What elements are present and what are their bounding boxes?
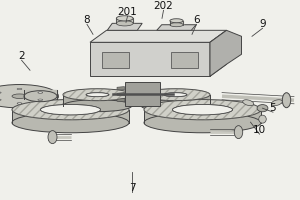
Ellipse shape <box>144 100 261 120</box>
Ellipse shape <box>170 23 183 27</box>
Ellipse shape <box>170 19 183 23</box>
Polygon shape <box>144 110 261 133</box>
Ellipse shape <box>0 85 58 108</box>
Ellipse shape <box>40 104 100 115</box>
Text: 9: 9 <box>259 19 266 29</box>
Ellipse shape <box>164 93 187 97</box>
Polygon shape <box>117 87 124 90</box>
Text: 6: 6 <box>193 15 200 25</box>
Text: 5: 5 <box>270 103 276 113</box>
Ellipse shape <box>12 113 129 133</box>
Ellipse shape <box>12 94 27 98</box>
Ellipse shape <box>243 100 254 106</box>
Ellipse shape <box>282 93 291 108</box>
Polygon shape <box>171 52 198 68</box>
Polygon shape <box>117 93 124 96</box>
Polygon shape <box>116 18 133 23</box>
Polygon shape <box>102 52 129 68</box>
Polygon shape <box>210 30 226 76</box>
Polygon shape <box>117 99 124 102</box>
Text: 7: 7 <box>129 183 135 193</box>
Polygon shape <box>141 95 210 112</box>
Ellipse shape <box>0 99 1 101</box>
Circle shape <box>257 105 268 112</box>
Polygon shape <box>24 90 57 96</box>
Text: 10: 10 <box>253 125 266 135</box>
Polygon shape <box>170 21 183 25</box>
Ellipse shape <box>164 93 187 97</box>
Ellipse shape <box>12 100 129 120</box>
Text: 201: 201 <box>118 7 137 17</box>
Polygon shape <box>90 42 210 76</box>
Ellipse shape <box>141 89 210 101</box>
Ellipse shape <box>40 104 100 115</box>
Ellipse shape <box>144 113 261 133</box>
Text: 2: 2 <box>18 51 25 61</box>
Ellipse shape <box>38 92 43 93</box>
Ellipse shape <box>116 16 133 21</box>
Polygon shape <box>107 23 142 30</box>
Polygon shape <box>210 30 242 76</box>
Ellipse shape <box>141 100 210 112</box>
Polygon shape <box>90 30 226 42</box>
Polygon shape <box>124 82 160 106</box>
Ellipse shape <box>86 93 109 97</box>
Polygon shape <box>157 25 196 30</box>
Text: 202: 202 <box>154 1 173 11</box>
Ellipse shape <box>271 100 282 106</box>
Ellipse shape <box>24 91 57 102</box>
Ellipse shape <box>234 126 243 139</box>
Ellipse shape <box>63 89 132 101</box>
Ellipse shape <box>48 131 57 144</box>
Ellipse shape <box>116 21 133 26</box>
Ellipse shape <box>38 99 43 101</box>
Text: 8: 8 <box>84 15 90 25</box>
Ellipse shape <box>17 103 22 104</box>
Polygon shape <box>12 110 129 133</box>
Ellipse shape <box>172 104 233 115</box>
Ellipse shape <box>17 88 22 90</box>
Ellipse shape <box>172 104 233 115</box>
Ellipse shape <box>86 93 109 97</box>
Ellipse shape <box>0 92 1 93</box>
Ellipse shape <box>259 115 266 123</box>
Ellipse shape <box>63 100 132 112</box>
Polygon shape <box>63 95 132 112</box>
